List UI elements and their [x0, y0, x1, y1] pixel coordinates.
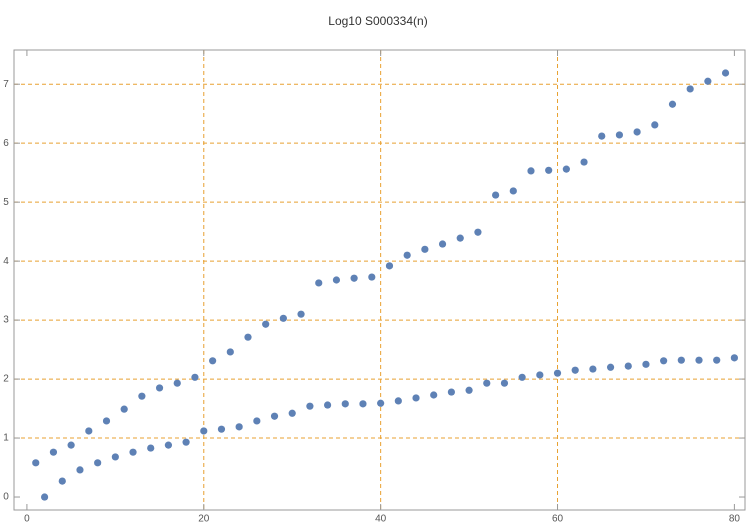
point: [492, 191, 500, 199]
point: [580, 158, 588, 166]
point: [306, 402, 314, 410]
point: [598, 132, 606, 140]
point: [279, 314, 287, 322]
point: [615, 131, 624, 139]
point: [262, 320, 270, 328]
point: [359, 400, 367, 408]
point: [686, 85, 694, 93]
y-tick-label: 5: [3, 197, 9, 208]
y-tick-label: 2: [3, 374, 9, 385]
point: [606, 363, 615, 371]
point: [341, 400, 349, 408]
y-tick-label: 0: [3, 492, 9, 503]
x-tick-label: 60: [552, 514, 564, 525]
point: [589, 365, 597, 373]
point: [704, 77, 712, 85]
point: [40, 493, 49, 501]
point: [120, 405, 128, 413]
point: [32, 459, 40, 467]
point: [385, 262, 394, 270]
point: [85, 427, 93, 435]
point: [421, 245, 429, 253]
point: [288, 409, 296, 417]
y-tick-label: 1: [3, 433, 9, 444]
y-tick-label: 6: [3, 138, 9, 149]
point: [509, 187, 517, 195]
point: [209, 357, 217, 365]
point: [447, 388, 455, 396]
point: [76, 466, 84, 474]
point: [677, 356, 685, 364]
point: [200, 427, 208, 435]
point: [695, 356, 703, 364]
point: [660, 357, 668, 365]
x-tick-label: 40: [375, 514, 387, 525]
point: [235, 423, 243, 431]
point: [483, 379, 491, 387]
point: [49, 448, 58, 456]
point: [721, 69, 730, 77]
point: [244, 333, 252, 341]
point: [217, 425, 226, 433]
point: [412, 394, 420, 402]
point: [270, 412, 279, 420]
point: [668, 100, 677, 108]
point: [651, 121, 659, 129]
point: [474, 228, 482, 236]
point: [624, 362, 632, 370]
point: [553, 369, 562, 377]
point: [164, 441, 173, 449]
point: [377, 399, 385, 407]
point: [527, 167, 535, 175]
y-tick-label: 4: [3, 256, 9, 267]
y-tick-label: 3: [3, 315, 9, 326]
point: [147, 444, 155, 452]
point: [58, 477, 66, 485]
frame: [13, 49, 746, 511]
point: [182, 438, 190, 446]
point: [297, 310, 305, 318]
point: [642, 360, 650, 368]
point: [332, 276, 341, 284]
point: [438, 240, 447, 248]
point: [226, 348, 234, 356]
point: [138, 392, 146, 400]
point: [111, 453, 119, 461]
point: [253, 417, 261, 425]
point: [545, 166, 553, 174]
point: [394, 397, 402, 405]
point: [67, 441, 75, 449]
point: [191, 373, 199, 381]
point: [173, 379, 181, 387]
point: [536, 371, 544, 379]
x-tick-label: 0: [24, 514, 30, 525]
point: [368, 273, 376, 281]
point: [323, 401, 332, 409]
point: [403, 251, 411, 259]
point: [571, 366, 579, 374]
point: [633, 128, 641, 136]
point: [129, 448, 137, 456]
point: [730, 354, 738, 362]
point: [315, 279, 323, 287]
point: [713, 356, 721, 364]
point: [456, 234, 464, 242]
x-tick-label: 80: [729, 514, 741, 525]
point: [500, 379, 509, 387]
chart-title: Log10 S000334(n): [328, 14, 427, 28]
point: [465, 386, 473, 394]
point: [155, 384, 164, 392]
point: [94, 459, 102, 467]
point: [518, 373, 526, 381]
point: [350, 274, 358, 282]
y-tick-label: 7: [3, 79, 9, 90]
x-tick-label: 20: [198, 514, 210, 525]
point: [102, 417, 111, 425]
point: [562, 165, 570, 173]
point: [430, 391, 438, 399]
